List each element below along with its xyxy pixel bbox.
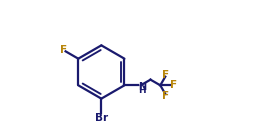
Text: N: N bbox=[138, 82, 146, 92]
Text: F: F bbox=[60, 45, 67, 55]
Text: H: H bbox=[138, 86, 146, 95]
Text: Br: Br bbox=[95, 113, 108, 123]
Text: F: F bbox=[170, 80, 177, 90]
Text: F: F bbox=[162, 70, 169, 80]
Text: F: F bbox=[162, 91, 169, 101]
